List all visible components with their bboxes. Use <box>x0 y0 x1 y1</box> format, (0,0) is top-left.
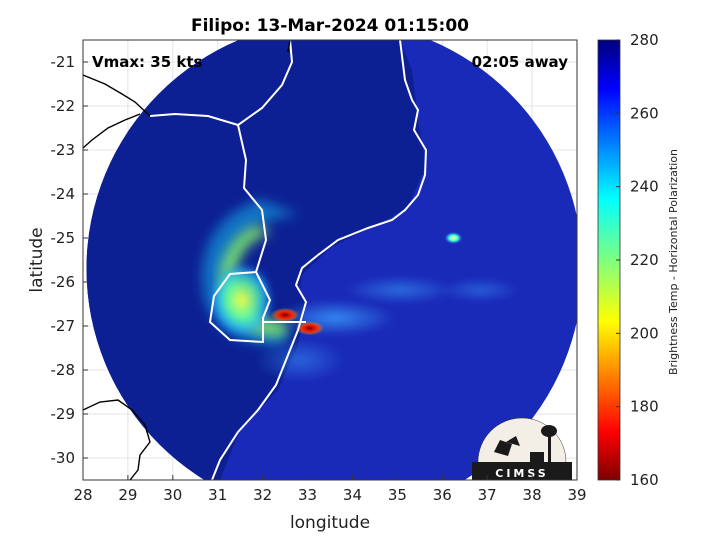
borders-outside <box>83 40 291 480</box>
colorbar-tick-label: 240 <box>630 178 659 196</box>
southern-band <box>255 338 345 382</box>
border-eswatini <box>208 271 272 344</box>
vmax-annotation: Vmax: 35 kts <box>92 53 202 71</box>
y-axis-label: latitude <box>27 227 47 292</box>
land-mass <box>86 40 426 480</box>
cold-core-mark <box>271 308 300 322</box>
x-tick-label: 38 <box>523 486 542 504</box>
feeder-band-far-east <box>440 278 520 302</box>
border-mozambique-zimbabwe <box>236 40 294 289</box>
coastline-east <box>211 40 428 480</box>
x-axis-label: longitude <box>290 513 370 533</box>
y-tick-label: -22 <box>51 97 76 115</box>
cold-features <box>271 232 463 336</box>
border-outside-west <box>83 113 141 149</box>
x-tick-label: 39 <box>567 486 586 504</box>
border-south-africa <box>149 112 239 126</box>
colorbar-tick-label: 220 <box>630 251 659 269</box>
colorbar-tick-label: 200 <box>630 324 659 342</box>
x-axis-ticks: 28 29 30 31 32 33 34 35 36 37 38 39 <box>73 475 587 504</box>
colorbar-tick-label: 260 <box>630 104 659 122</box>
y-tick-label: -30 <box>51 449 76 467</box>
brightness-swath <box>86 40 577 480</box>
x-tick-label: 36 <box>433 486 452 504</box>
x-tick-label: 34 <box>343 486 362 504</box>
y-tick-label: -27 <box>51 317 76 335</box>
plot-area: Vmax: 35 kts 02:05 away CIMSS <box>83 40 577 480</box>
y-tick-label: -28 <box>51 361 76 379</box>
y-tick-label: -21 <box>51 53 76 71</box>
x-tick-label: 29 <box>118 486 137 504</box>
colorbar-tick-label: 160 <box>630 471 659 489</box>
time-away-annotation: 02:05 away <box>472 53 569 71</box>
colorbar-label: Brightness Temp - Horizontal Polarizatio… <box>667 149 680 375</box>
cimss-logo-text: CIMSS <box>495 467 548 480</box>
border-outside-northwest <box>83 74 151 117</box>
coastlines <box>149 40 428 480</box>
cold-spot-mark <box>444 232 463 244</box>
border-outside-north <box>287 40 291 53</box>
border-outside-southwest <box>83 399 151 480</box>
x-tick-label: 37 <box>478 486 497 504</box>
feeder-band-northeast <box>345 276 455 304</box>
y-axis-ticks: -21 -22 -23 -24 -25 -26 -27 -28 -29 -30 <box>51 53 88 467</box>
y-tick-label: -29 <box>51 405 76 423</box>
x-tick-label: 31 <box>208 486 227 504</box>
x-tick-label: 28 <box>73 486 92 504</box>
x-tick-label: 30 <box>163 486 182 504</box>
y-tick-label: -25 <box>51 229 76 247</box>
axes-frame <box>82 39 578 481</box>
cimss-logo: CIMSS <box>472 417 572 480</box>
colorbar-tick-label: 180 <box>630 398 659 416</box>
colorbar-ticks: 160 180 200 220 240 260 280 <box>616 31 659 489</box>
y-tick-label: -26 <box>51 273 76 291</box>
colorbar-tick-label: 280 <box>630 31 659 49</box>
x-tick-label: 32 <box>253 486 272 504</box>
x-tick-label: 35 <box>388 486 407 504</box>
y-tick-label: -24 <box>51 185 76 203</box>
y-tick-label: -23 <box>51 141 76 159</box>
chart-title: Filipo: 13-Mar-2024 01:15:00 <box>191 16 469 36</box>
cold-core-mark <box>295 321 324 336</box>
x-tick-label: 33 <box>298 486 317 504</box>
